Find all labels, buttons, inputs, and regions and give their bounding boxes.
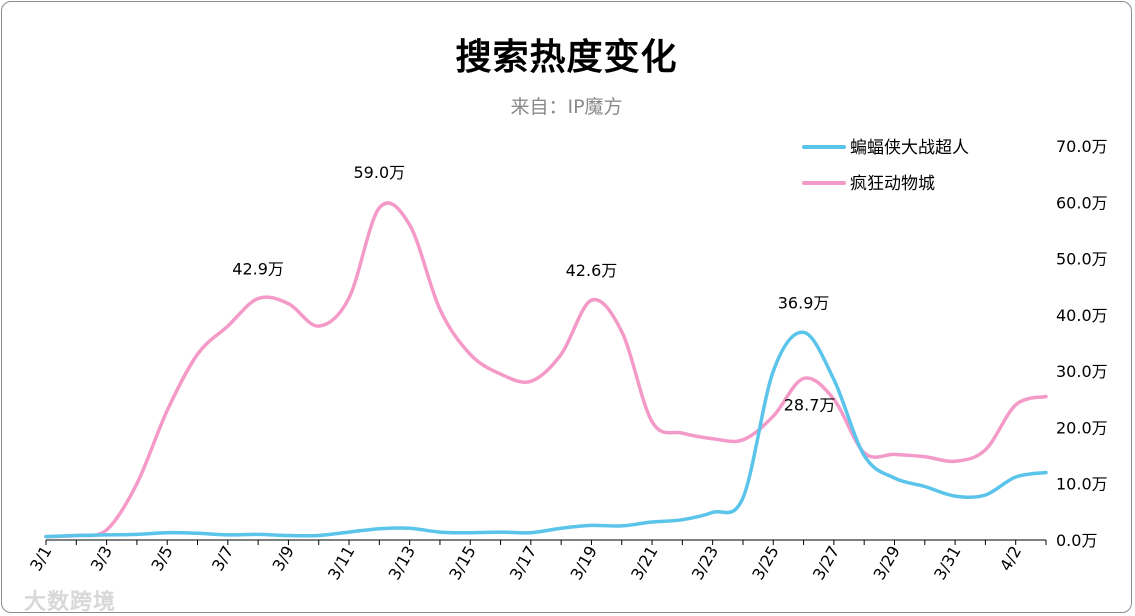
y-tick-label: 0.0万 xyxy=(1056,531,1097,550)
watermark: 大数跨境 xyxy=(24,590,117,613)
x-tick-label: 3/15 xyxy=(445,543,479,584)
x-tick-label: 3/5 xyxy=(147,543,176,575)
y-tick-label: 40.0万 xyxy=(1056,306,1108,325)
legend-label: 疯狂动物城 xyxy=(850,174,935,194)
chart-data-labels: 42.9万 59.0万 42.6万 28.7万 36.9万 xyxy=(232,163,835,415)
x-tick-label: 3/31 xyxy=(930,543,964,584)
chart-axes: 0.0万 10.0万 20.0万 30.0万 40.0万 50.0万 60.0万 70.0万 3… xyxy=(26,137,1108,583)
y-tick-label: 50.0万 xyxy=(1056,250,1108,269)
x-tick-label: 3/19 xyxy=(566,543,600,584)
x-tick-label: 3/17 xyxy=(506,543,540,584)
x-tick-label: 3/11 xyxy=(324,543,358,584)
y-tick-label: 70.0万 xyxy=(1056,137,1108,156)
data-label: 36.9万 xyxy=(778,293,830,312)
y-tick-label: 60.0万 xyxy=(1056,193,1108,212)
legend-label: 蝙蝠侠大战超人 xyxy=(850,138,969,158)
y-tick-label: 20.0万 xyxy=(1056,418,1108,437)
x-tick-label: 4/2 xyxy=(996,543,1025,575)
x-tick-label: 3/21 xyxy=(627,543,661,584)
x-tick-label: 3/29 xyxy=(870,543,904,584)
x-tick-label: 3/1 xyxy=(26,543,55,575)
x-tick-label: 3/3 xyxy=(87,543,116,575)
chart-lines xyxy=(44,201,1048,539)
y-tick-label: 30.0万 xyxy=(1056,362,1108,381)
x-tick-label: 3/9 xyxy=(269,543,298,575)
series-line-0 xyxy=(44,330,1048,539)
x-tick-label: 3/13 xyxy=(385,543,419,584)
chart-subtitle: 来自：IP魔方 xyxy=(510,96,623,118)
data-label: 59.0万 xyxy=(354,163,406,182)
data-label: 42.9万 xyxy=(232,260,284,279)
x-tick-label: 3/23 xyxy=(688,543,722,584)
y-tick-label: 10.0万 xyxy=(1056,475,1108,494)
x-tick-label: 3/25 xyxy=(748,543,782,584)
chart-title: 搜索热度变化 xyxy=(455,37,678,78)
data-label: 28.7万 xyxy=(784,395,836,414)
x-tick-label: 3/27 xyxy=(809,543,843,584)
series-line-1 xyxy=(44,201,1048,539)
x-tick-label: 3/7 xyxy=(208,543,237,575)
data-label: 42.6万 xyxy=(566,261,618,280)
